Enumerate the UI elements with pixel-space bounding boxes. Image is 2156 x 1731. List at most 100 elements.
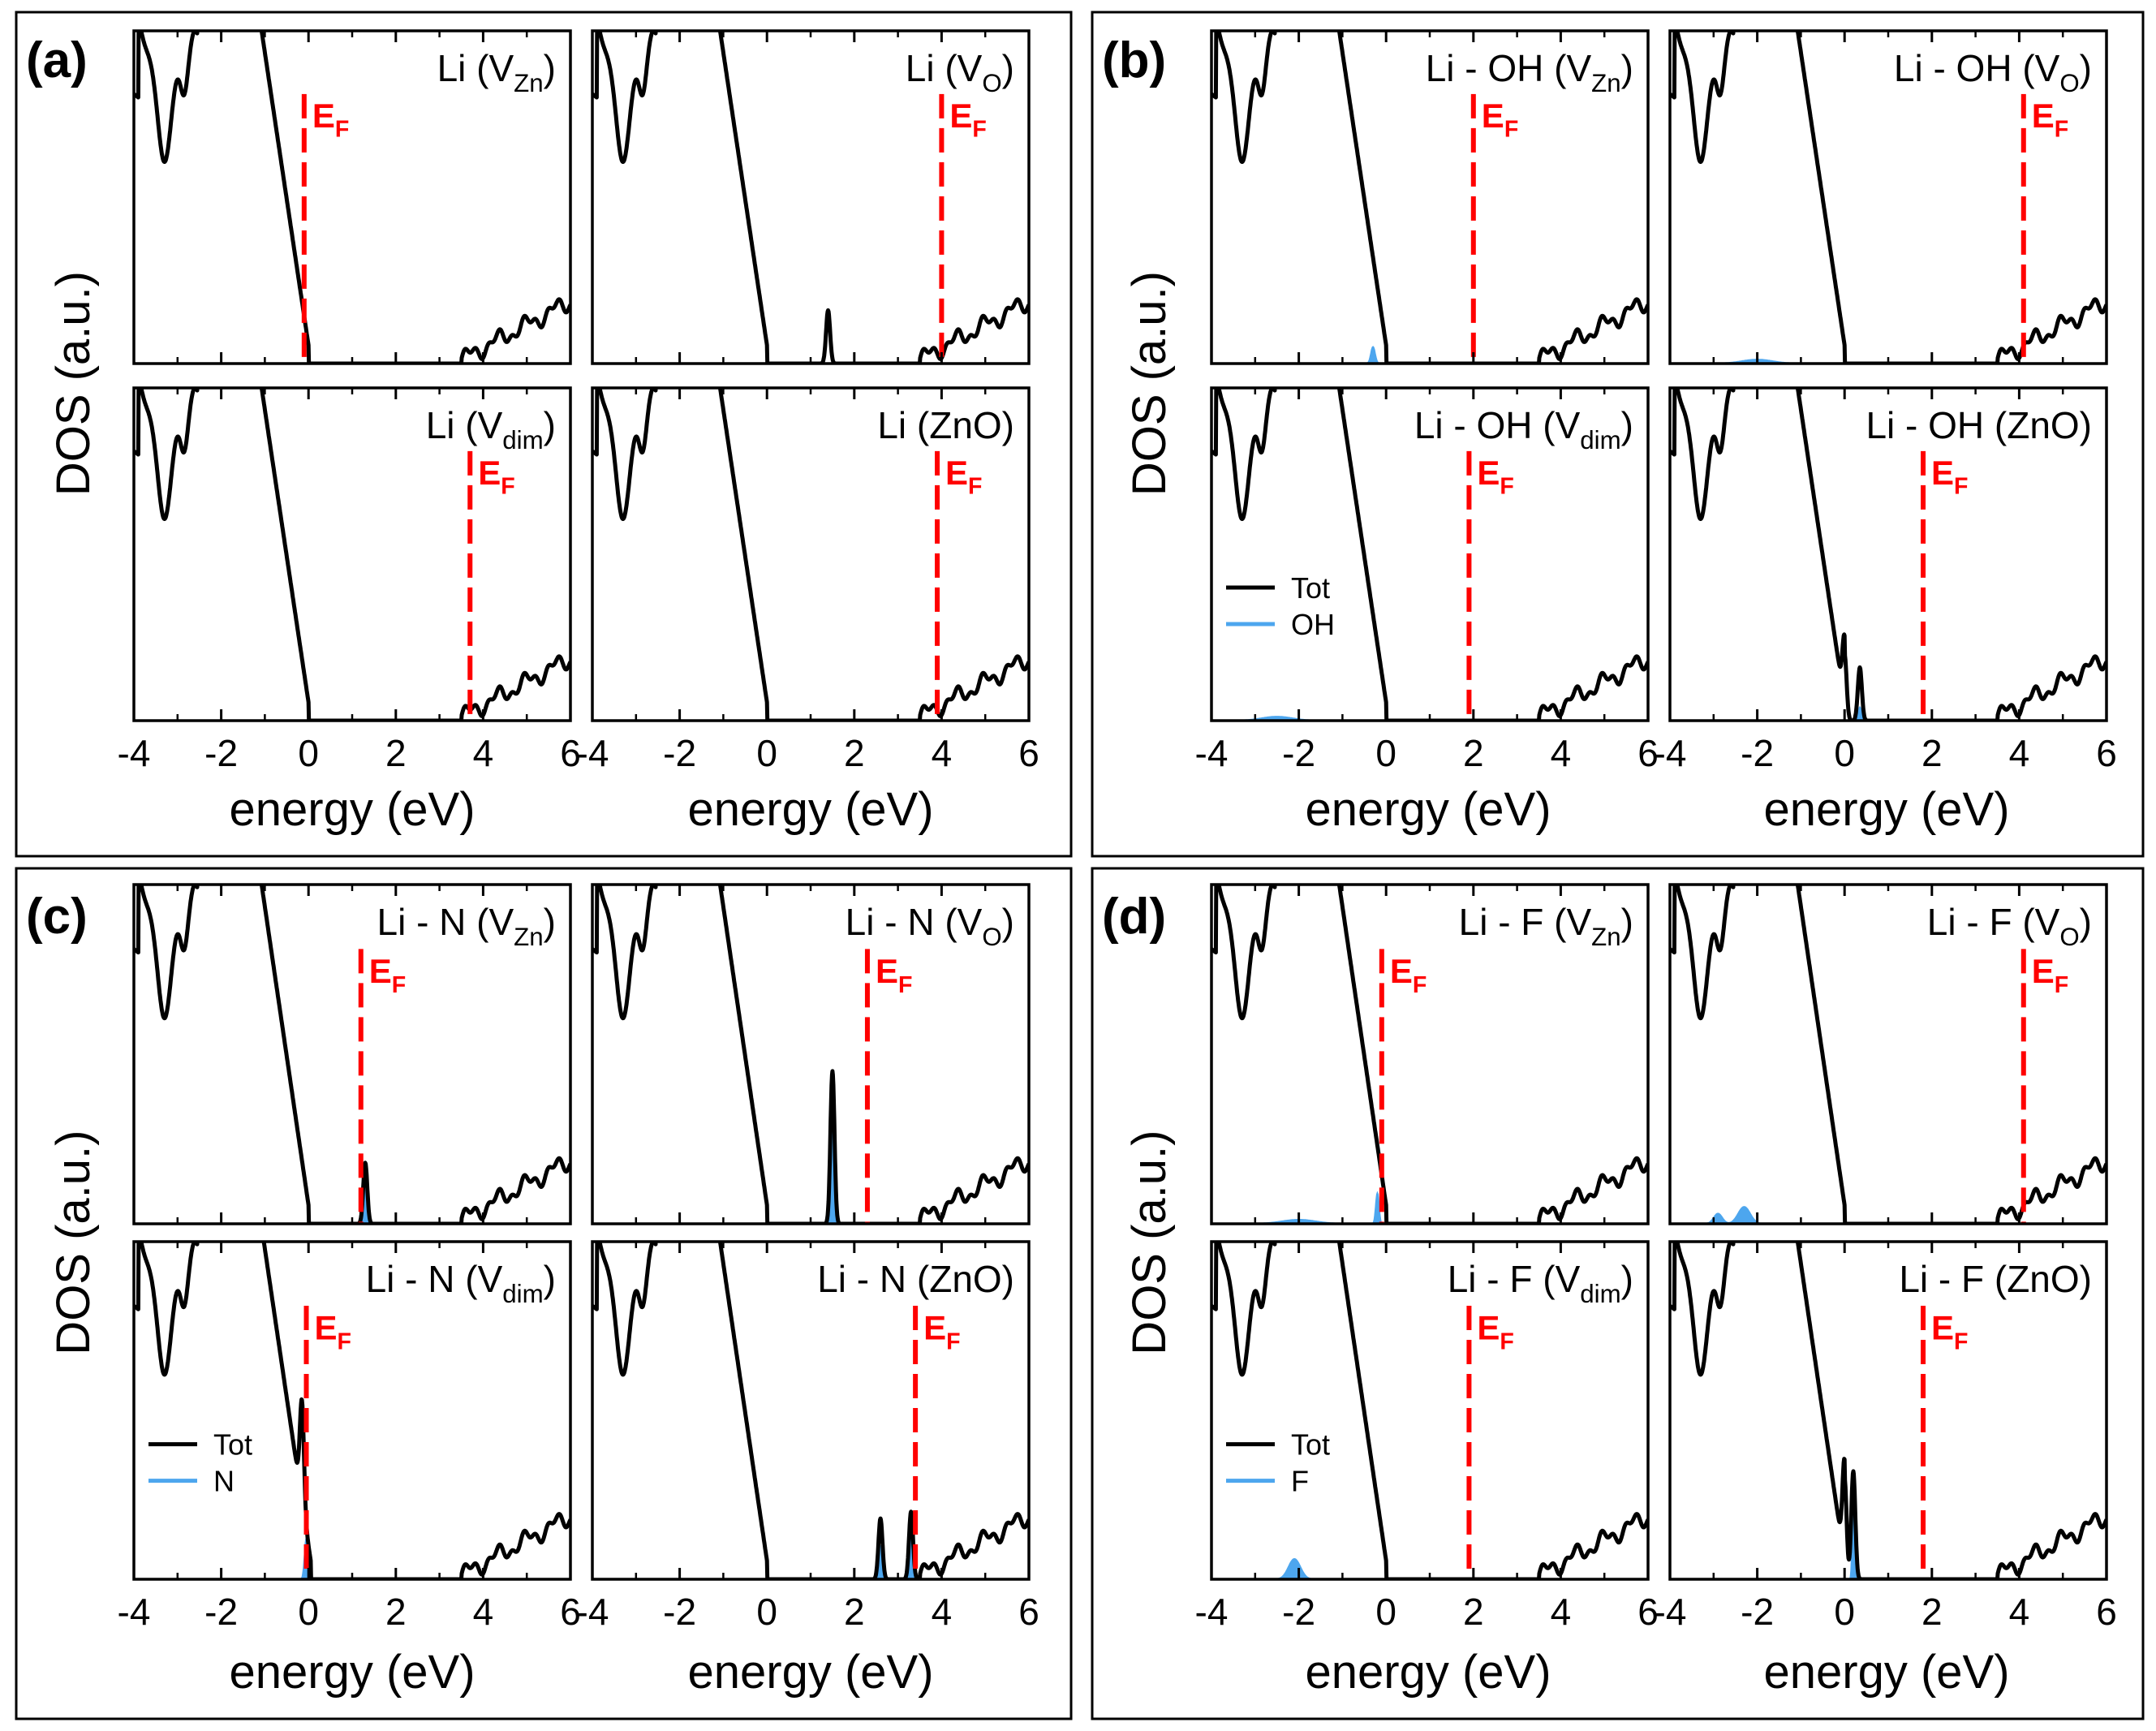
x-tick-label: 6 bbox=[2096, 732, 2117, 774]
subplot-c-4: EF -4 -2 0 2 4 6 Li - N (ZnO) bbox=[576, 1240, 1039, 1633]
x-tick-label: -2 bbox=[1282, 1591, 1315, 1633]
x-tick-label: -2 bbox=[1741, 1591, 1774, 1633]
subplot-a-4: EF -4 -2 0 2 4 6 Li (ZnO) bbox=[576, 386, 1039, 774]
x-tick-label: 0 bbox=[1375, 732, 1396, 774]
quadrant-a: (a) DOS (a.u.) energy (eV) energy (eV) bbox=[15, 11, 1073, 858]
x-tick-label: 0 bbox=[1834, 732, 1855, 774]
x-tick-label: 6 bbox=[560, 1591, 581, 1633]
x-tick-label: -4 bbox=[1654, 1591, 1687, 1633]
x-axis-label: energy (eV) bbox=[687, 1646, 933, 1699]
total-dos-line bbox=[592, 885, 1029, 1224]
y-axis-label: DOS (a.u.) bbox=[47, 1130, 100, 1355]
fermi-level-label: EF bbox=[876, 952, 912, 998]
x-tick-label: 4 bbox=[932, 732, 953, 774]
legend-label: Tot bbox=[1291, 571, 1330, 605]
total-dos-line bbox=[134, 388, 570, 721]
subplot-a-1: EF Li (VZn) bbox=[132, 29, 572, 365]
x-tick-label: 6 bbox=[1018, 732, 1039, 774]
x-axis-label: energy (eV) bbox=[229, 1646, 475, 1699]
legend-label: OH bbox=[1291, 608, 1335, 641]
quadrant-frame bbox=[15, 867, 1073, 1720]
subplot-title: Li - N (Vdim) bbox=[366, 1258, 556, 1308]
quadrant-frame bbox=[1091, 11, 2145, 858]
legend-label: Tot bbox=[213, 1428, 252, 1462]
x-tick-label: -4 bbox=[118, 1591, 151, 1633]
total-dos-line bbox=[134, 1242, 570, 1579]
subplot-title: Li - N (VO) bbox=[846, 901, 1014, 951]
x-axis-label: energy (eV) bbox=[1763, 1646, 2009, 1699]
y-axis-label: DOS (a.u.) bbox=[1123, 1130, 1176, 1355]
panel-label: (a) bbox=[26, 32, 88, 88]
fermi-level-label: EF bbox=[2032, 952, 2068, 998]
x-axis-label: energy (eV) bbox=[1763, 783, 2009, 836]
x-tick-label: 2 bbox=[844, 1591, 865, 1633]
subplot-title: Li - OH (Vdim) bbox=[1414, 404, 1633, 454]
fermi-level-label: EF bbox=[1931, 454, 1968, 500]
x-tick-label: 4 bbox=[2009, 1591, 2030, 1633]
x-tick-label: -4 bbox=[1195, 732, 1229, 774]
panel-label: (d) bbox=[1102, 889, 1166, 945]
total-dos-line bbox=[1211, 31, 1648, 364]
x-tick-label: 2 bbox=[1921, 1591, 1943, 1633]
subplot-b-4: EF -4 -2 0 2 4 6 Li - OH (ZnO) bbox=[1654, 386, 2117, 774]
subplot-a-3: EF -4 -2 0 2 4 6 Li (Vdim) bbox=[118, 386, 581, 774]
quadrant-b: (b) DOS (a.u.) energy (eV) energy (eV) bbox=[1091, 11, 2145, 858]
projected-dos-area bbox=[1211, 1191, 1648, 1224]
total-dos-line bbox=[1670, 885, 2107, 1224]
x-tick-label: 0 bbox=[756, 732, 777, 774]
x-tick-label: -2 bbox=[663, 732, 696, 774]
y-axis-label: DOS (a.u.) bbox=[1123, 271, 1176, 496]
fermi-level-label: EF bbox=[1477, 454, 1513, 500]
x-tick-label: 6 bbox=[1637, 1591, 1659, 1633]
subplot-title: Li (Vdim) bbox=[426, 404, 556, 454]
subplot-title: Li - F (Vdim) bbox=[1448, 1258, 1633, 1308]
fermi-level-label: EF bbox=[315, 1309, 351, 1355]
total-dos-line bbox=[1211, 388, 1648, 721]
x-tick-label: 4 bbox=[932, 1591, 953, 1633]
legend-label: N bbox=[213, 1465, 235, 1498]
subplot-title: Li - N (VZn) bbox=[377, 901, 556, 951]
x-tick-label: 2 bbox=[1463, 1591, 1484, 1633]
total-dos-line bbox=[1670, 1242, 2107, 1579]
x-tick-label: 2 bbox=[1463, 732, 1484, 774]
panel-label: (b) bbox=[1102, 32, 1166, 88]
x-tick-label: 0 bbox=[1834, 1591, 1855, 1633]
total-dos-line bbox=[1670, 31, 2107, 364]
x-tick-label: -4 bbox=[1195, 1591, 1229, 1633]
legend-label: F bbox=[1291, 1465, 1309, 1498]
x-tick-label: 4 bbox=[1551, 1591, 1572, 1633]
projected-dos-area bbox=[592, 1112, 1029, 1224]
x-tick-label: -2 bbox=[204, 1591, 238, 1633]
x-tick-label: -2 bbox=[1282, 732, 1315, 774]
fermi-level-label: EF bbox=[1931, 1309, 1968, 1355]
x-tick-label: 6 bbox=[1637, 732, 1659, 774]
x-tick-label: -2 bbox=[663, 1591, 696, 1633]
subplot-d-1: EF Li - F (VZn) bbox=[1210, 883, 1650, 1225]
total-dos-line bbox=[134, 885, 570, 1224]
panel-label: (c) bbox=[26, 889, 88, 945]
x-axis-label: energy (eV) bbox=[229, 783, 475, 836]
x-tick-label: 6 bbox=[560, 732, 581, 774]
subplot-title: Li (VZn) bbox=[437, 47, 556, 97]
subplot-title: Li - N (ZnO) bbox=[817, 1258, 1014, 1300]
x-tick-label: 2 bbox=[1921, 732, 1943, 774]
subplot-title: Li - F (VZn) bbox=[1459, 901, 1633, 951]
x-tick-label: -4 bbox=[576, 1591, 609, 1633]
fermi-level-label: EF bbox=[369, 952, 406, 998]
x-tick-label: 6 bbox=[1018, 1591, 1039, 1633]
x-tick-label: -4 bbox=[576, 732, 609, 774]
quadrant-frame bbox=[15, 11, 1073, 858]
x-tick-label: 4 bbox=[1551, 732, 1572, 774]
fermi-level-label: EF bbox=[923, 1309, 960, 1355]
y-axis-label: DOS (a.u.) bbox=[47, 271, 100, 496]
subplot-title: Li - F (VO) bbox=[1927, 901, 2092, 951]
x-tick-label: 0 bbox=[298, 1591, 319, 1633]
x-tick-label: 0 bbox=[1375, 1591, 1396, 1633]
fermi-level-label: EF bbox=[949, 97, 986, 143]
